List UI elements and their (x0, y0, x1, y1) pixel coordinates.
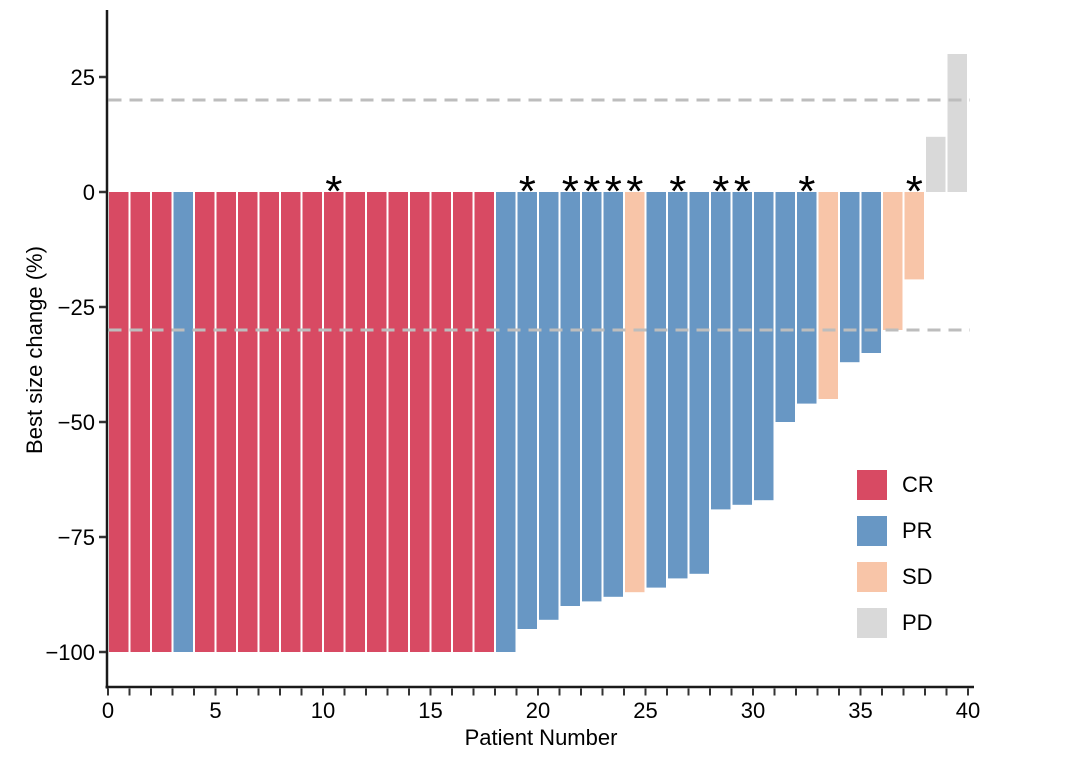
bar-patient-27 (668, 192, 688, 579)
asterisk-flag-patient-30: * (734, 167, 751, 216)
bar-patient-4 (173, 192, 193, 652)
bar-patient-18 (474, 192, 494, 652)
bar-patient-11 (324, 192, 344, 652)
bar-patient-16 (431, 192, 451, 652)
asterisk-flag-patient-20: * (519, 167, 536, 216)
bar-patient-24 (603, 192, 623, 597)
asterisk-flag-patient-23: * (583, 167, 600, 216)
bar-patient-8 (259, 192, 279, 652)
legend-item-sd: SD (857, 562, 934, 592)
x-axis-title: Patient Number (464, 725, 618, 750)
bar-patient-36 (861, 192, 881, 353)
x-tick-label-0: 0 (102, 698, 114, 723)
legend-item-cr: CR (857, 470, 934, 500)
bar-patient-13 (367, 192, 387, 652)
bar-patient-39 (926, 136, 946, 192)
y-tick-label--75: −75 (58, 525, 95, 550)
bar-patient-15 (410, 192, 430, 652)
bar-patient-20 (517, 192, 537, 629)
bar-patient-40 (947, 54, 967, 192)
x-tick-label-40: 40 (956, 698, 980, 723)
legend-item-pd: PD (857, 608, 934, 638)
legend-label-cr: CR (902, 472, 934, 497)
bar-patient-23 (582, 192, 602, 602)
legend-swatch-cr (857, 470, 887, 500)
bar-patient-17 (453, 192, 473, 652)
y-tick-label-0: 0 (83, 180, 95, 205)
bar-patient-2 (130, 192, 150, 652)
bar-patient-30 (732, 192, 752, 505)
y-tick-label--100: −100 (45, 640, 95, 665)
x-tick-label-20: 20 (526, 698, 550, 723)
bar-patient-14 (388, 192, 408, 652)
legend-label-pd: PD (902, 610, 933, 635)
asterisk-flag-patient-38: * (906, 167, 923, 216)
x-tick-label-15: 15 (418, 698, 442, 723)
bar-patient-1 (109, 192, 129, 652)
y-tick-label-25: 25 (71, 65, 95, 90)
legend-swatch-sd (857, 562, 887, 592)
bar-patient-28 (689, 192, 709, 574)
asterisk-flag-patient-33: * (798, 167, 815, 216)
legend: CR PR SD PD (857, 470, 934, 654)
legend-label-pr: PR (902, 518, 933, 543)
legend-label-sd: SD (902, 564, 933, 589)
bar-patient-10 (302, 192, 322, 652)
x-tick-label-5: 5 (209, 698, 221, 723)
bar-patient-31 (754, 192, 774, 501)
asterisk-flag-patient-22: * (562, 167, 579, 216)
bar-patient-7 (238, 192, 258, 652)
asterisk-flag-patient-29: * (712, 167, 729, 216)
bar-patient-34 (818, 192, 838, 399)
bar-patient-3 (152, 192, 172, 652)
bar-patient-19 (496, 192, 516, 652)
bar-patient-22 (560, 192, 580, 606)
asterisk-flag-patient-27: * (669, 167, 686, 216)
bar-patient-29 (711, 192, 731, 510)
legend-swatch-pd (857, 608, 887, 638)
bar-patient-12 (345, 192, 365, 652)
x-tick-label-25: 25 (633, 698, 657, 723)
bar-patient-35 (840, 192, 860, 363)
legend-item-pr: PR (857, 516, 934, 546)
bar-patient-32 (775, 192, 795, 422)
x-tick-label-10: 10 (311, 698, 335, 723)
x-tick-label-35: 35 (848, 698, 872, 723)
bar-patient-26 (646, 192, 666, 588)
bar-patient-37 (883, 192, 903, 330)
asterisk-flag-patient-11: * (325, 167, 342, 216)
bar-patient-38 (904, 192, 924, 280)
legend-swatch-pr (857, 516, 887, 546)
asterisk-flag-patient-24: * (605, 167, 622, 216)
y-axis-title: Best size change (%) (22, 246, 47, 454)
x-tick-label-30: 30 (741, 698, 765, 723)
y-tick-label--50: −50 (58, 410, 95, 435)
bar-patient-33 (797, 192, 817, 404)
bar-patient-6 (216, 192, 236, 652)
bar-patient-21 (539, 192, 559, 620)
bar-patient-25 (625, 192, 645, 593)
bar-patient-5 (195, 192, 215, 652)
asterisk-flag-patient-25: * (626, 167, 643, 216)
y-tick-label--25: −25 (58, 295, 95, 320)
bar-patient-9 (281, 192, 301, 652)
